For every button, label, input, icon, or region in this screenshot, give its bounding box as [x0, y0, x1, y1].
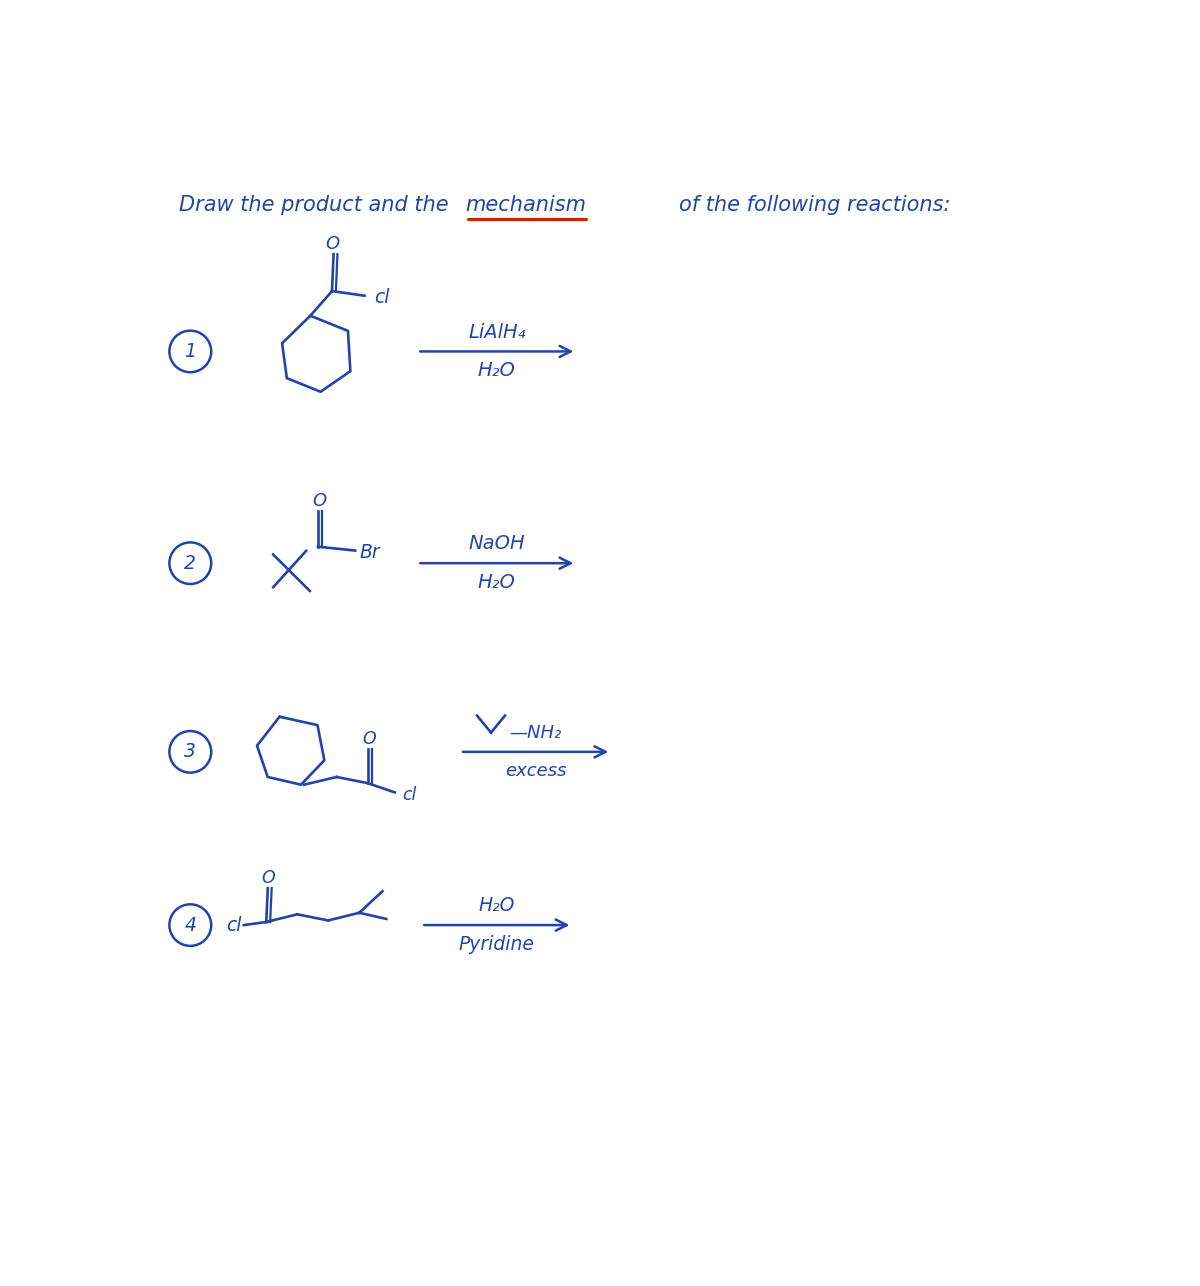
- Text: H₂O: H₂O: [479, 896, 515, 916]
- Text: —NH₂: —NH₂: [510, 724, 562, 742]
- Text: cl: cl: [226, 916, 241, 935]
- Text: H₂O: H₂O: [478, 361, 516, 381]
- Text: cl: cl: [402, 787, 416, 805]
- Text: cl: cl: [374, 288, 389, 307]
- Text: 2: 2: [185, 554, 197, 572]
- Text: O: O: [312, 493, 326, 511]
- Text: H₂O: H₂O: [478, 574, 516, 592]
- Text: 4: 4: [185, 916, 197, 935]
- Text: 1: 1: [185, 342, 197, 361]
- Text: Pyridine: Pyridine: [458, 935, 535, 954]
- Text: O: O: [262, 869, 275, 887]
- Text: excess: excess: [505, 763, 566, 781]
- Text: Br: Br: [359, 544, 379, 562]
- Text: O: O: [325, 235, 340, 253]
- Text: 3: 3: [185, 742, 197, 761]
- Text: Draw the product and the: Draw the product and the: [180, 195, 449, 215]
- Text: NaOH: NaOH: [468, 535, 526, 553]
- Text: mechanism: mechanism: [466, 195, 587, 215]
- Text: O: O: [362, 730, 376, 748]
- Text: of the following reactions:: of the following reactions:: [678, 195, 950, 215]
- Text: LiAlH₄: LiAlH₄: [468, 323, 526, 342]
